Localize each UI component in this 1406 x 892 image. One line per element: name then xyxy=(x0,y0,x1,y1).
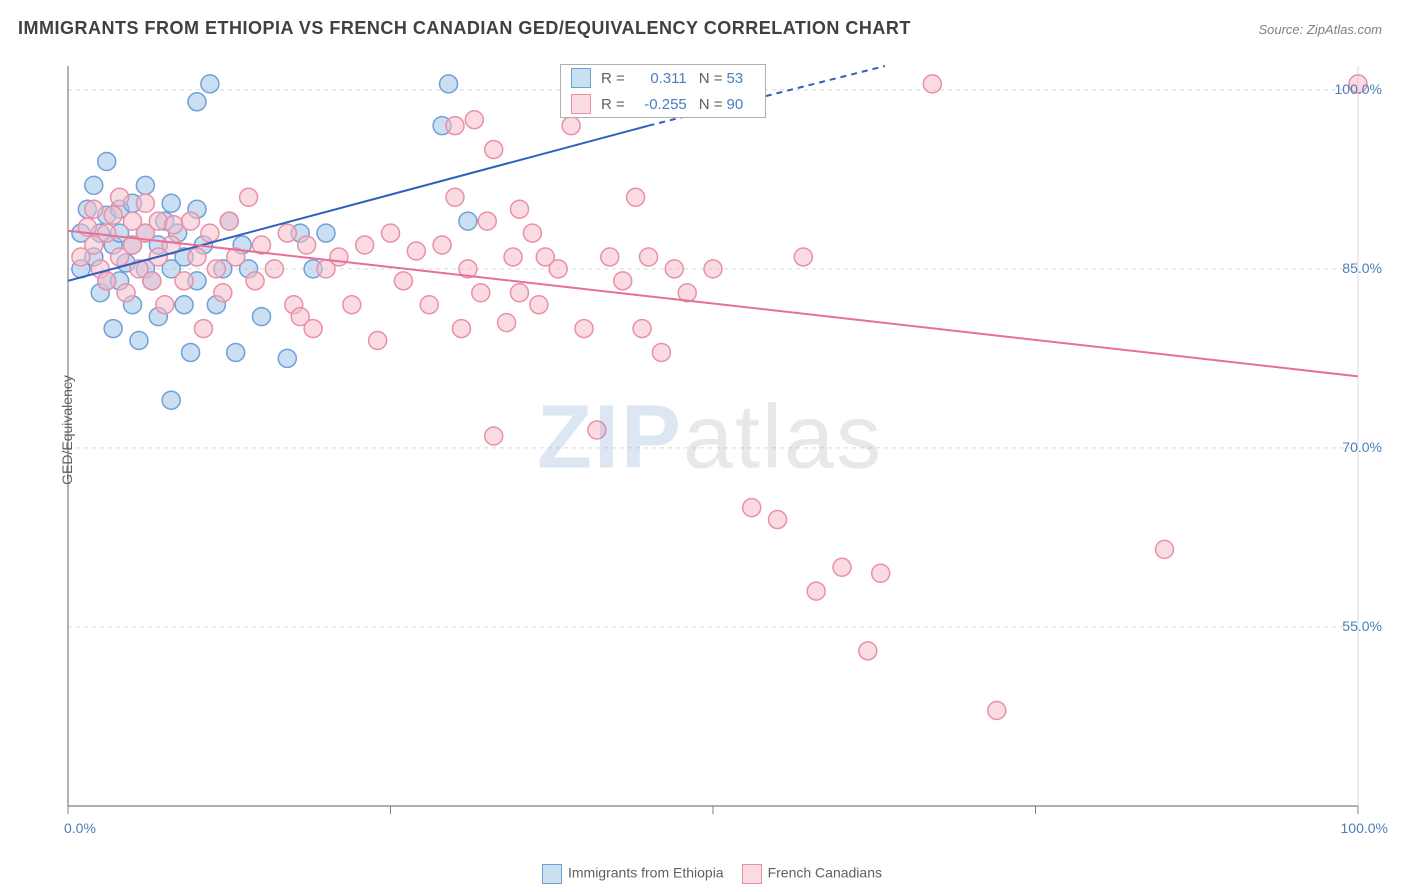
n-value: 90 xyxy=(727,96,744,113)
source-attribution: Source: ZipAtlas.com xyxy=(1258,22,1382,37)
chart-title: IMMIGRANTS FROM ETHIOPIA VS FRENCH CANAD… xyxy=(18,18,911,39)
legend-swatch-icon xyxy=(542,864,562,884)
y-tick-label: 55.0% xyxy=(1342,618,1382,634)
y-axis-label: GED/Equivalency xyxy=(59,375,75,485)
r-value: -0.255 xyxy=(629,96,687,113)
r-value: 0.311 xyxy=(629,70,687,87)
correlation-legend-row: R =0.311 N =53 xyxy=(561,65,765,91)
x-tick-label: 100.0% xyxy=(1341,820,1388,836)
legend-swatch-icon xyxy=(742,864,762,884)
n-label: N = xyxy=(699,70,723,87)
scatter-chart-svg xyxy=(50,58,1370,818)
y-tick-label: 70.0% xyxy=(1342,439,1382,455)
chart-area: ZIPatlas xyxy=(50,58,1370,818)
n-label: N = xyxy=(699,96,723,113)
legend-swatch-icon xyxy=(571,94,591,114)
y-tick-label: 85.0% xyxy=(1342,260,1382,276)
series-legend: Immigrants from Ethiopia French Canadians xyxy=(0,864,1406,884)
correlation-legend-row: R =-0.255 N =90 xyxy=(561,91,765,117)
legend-series-label: Immigrants from Ethiopia xyxy=(568,865,724,881)
correlation-legend-box: R =0.311 N =53 R =-0.255 N =90 xyxy=(560,64,766,118)
r-label: R = xyxy=(601,70,625,87)
x-tick-label: 0.0% xyxy=(64,820,96,836)
legend-swatch-icon xyxy=(571,68,591,88)
n-value: 53 xyxy=(727,70,744,87)
y-tick-label: 100.0% xyxy=(1335,81,1382,97)
r-label: R = xyxy=(601,96,625,113)
legend-series-label: French Canadians xyxy=(768,865,882,881)
